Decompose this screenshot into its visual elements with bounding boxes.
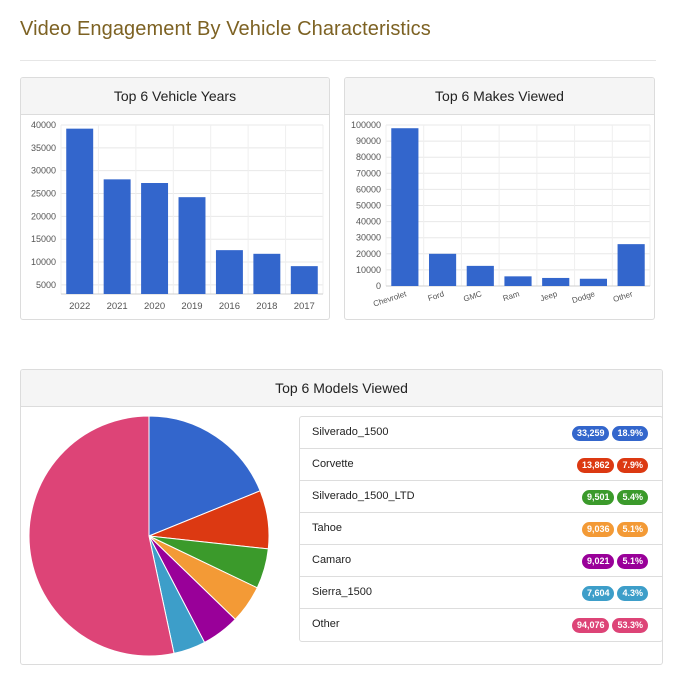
bar: [253, 253, 281, 294]
y-tick-label: 10000: [356, 265, 381, 275]
makes-title: Top 6 Makes Viewed: [345, 78, 654, 115]
percent-badge: 53.3%: [612, 618, 648, 633]
legend-row: Corvette 13,862 7.9%: [300, 449, 662, 481]
y-tick-label: 20000: [356, 249, 381, 259]
bar: [542, 277, 570, 286]
legend-label: Other: [312, 618, 340, 630]
vehicle-years-chart: 5000 10000 15000 20000 25000 30000 35000 40000 2…: [31, 120, 324, 312]
y-tick-label: 90000: [356, 136, 381, 146]
legend-row: Camaro 9,021 5.1%: [300, 545, 662, 577]
y-tick-label: 5000: [36, 280, 56, 290]
count-badge: 9,501: [581, 490, 615, 505]
count-badge: 9,021: [581, 554, 615, 569]
y-tick-label: 0: [376, 281, 381, 291]
y-tick-label: 50000: [356, 201, 381, 211]
models-legend: Silverado_1500 33,259 18.9% Corvette 13,862 7…: [299, 416, 662, 642]
x-tick-label: 2016: [219, 301, 240, 312]
legend-label: Camaro: [312, 554, 352, 566]
legend-row: Silverado_1500_LTD 9,501 5.4%: [300, 481, 662, 513]
x-tick-label: 2020: [144, 301, 165, 312]
bar: [290, 266, 318, 294]
makes-panel: Top 6 Makes Viewed 0 10000 20000 30000 40000…: [344, 77, 655, 320]
page-title: Video Engagement By Vehicle Characterist…: [20, 18, 431, 40]
pie-slice: [148, 415, 261, 537]
percent-badge: 18.9%: [612, 426, 648, 441]
legend-label: Sierra_1500: [312, 586, 372, 598]
percent-badge: 5.1%: [617, 554, 648, 569]
bar: [391, 128, 419, 286]
makes-chart: 0 10000 20000 30000 40000 50000 60000 70000 8000…: [351, 120, 651, 308]
percent-badge: 7.9%: [617, 458, 648, 473]
x-tick-label: 2019: [181, 301, 202, 312]
count-badge: 7,604: [581, 586, 615, 601]
legend-label: Tahoe: [312, 522, 342, 534]
x-tick-label: Chevrolet: [372, 289, 408, 308]
y-tick-label: 80000: [356, 152, 381, 162]
y-tick-label: 15000: [31, 234, 56, 244]
y-tick-label: 30000: [31, 166, 56, 176]
x-tick-label: 2018: [256, 301, 277, 312]
legend-label: Silverado_1500_LTD: [312, 490, 415, 502]
x-tick-label: Jeep: [539, 289, 559, 303]
y-tick-label: 20000: [31, 211, 56, 221]
bar: [215, 250, 243, 294]
bar: [466, 265, 494, 286]
y-tick-label: 35000: [31, 143, 56, 153]
models-pie-chart: [28, 415, 270, 657]
legend-label: Corvette: [312, 458, 354, 470]
bar: [428, 253, 457, 286]
bar: [103, 179, 131, 294]
percent-badge: 5.1%: [617, 522, 648, 537]
count-badge: 9,036: [581, 522, 615, 537]
legend-row: Sierra_1500 7,604 4.3%: [300, 577, 662, 609]
bar: [178, 197, 206, 294]
y-tick-label: 70000: [356, 168, 381, 178]
y-tick-label: 60000: [356, 184, 381, 194]
percent-badge: 5.4%: [617, 490, 648, 505]
x-tick-label: Ford: [427, 289, 445, 303]
bar: [141, 183, 169, 294]
models-title: Top 6 Models Viewed: [21, 370, 662, 407]
count-badge: 94,076: [571, 618, 610, 633]
legend-row: Tahoe 9,036 5.1%: [300, 513, 662, 545]
pie-slice: [28, 415, 175, 657]
count-badge: 33,259: [571, 426, 610, 441]
title-divider: [20, 60, 656, 61]
models-panel: Top 6 Models Viewed Silverado_1500 33,259…: [20, 369, 663, 665]
x-tick-label: Dodge: [571, 289, 597, 305]
y-tick-label: 40000: [31, 120, 56, 130]
vehicle-years-panel: Top 6 Vehicle Years 5000 10000 15000 20000 2…: [20, 77, 330, 320]
x-tick-label: Other: [612, 289, 634, 304]
y-tick-label: 10000: [31, 257, 56, 267]
legend-row: Other 94,076 53.3%: [300, 609, 662, 641]
y-tick-label: 30000: [356, 233, 381, 243]
count-badge: 13,862: [576, 458, 615, 473]
y-tick-label: 25000: [31, 189, 56, 199]
y-tick-label: 40000: [356, 217, 381, 227]
percent-badge: 4.3%: [617, 586, 648, 601]
bar: [617, 244, 645, 286]
vehicle-years-title: Top 6 Vehicle Years: [21, 78, 329, 115]
x-tick-label: GMC: [462, 289, 483, 303]
legend-row: Silverado_1500 33,259 18.9%: [300, 417, 662, 449]
x-tick-label: Ram: [502, 289, 521, 303]
bar: [579, 278, 608, 286]
bar: [66, 128, 94, 294]
x-tick-label: 2022: [69, 301, 90, 312]
legend-label: Silverado_1500: [312, 426, 389, 438]
y-tick-label: 100000: [351, 120, 381, 130]
bar: [504, 276, 532, 286]
x-tick-label: 2021: [107, 301, 128, 312]
x-tick-label: 2017: [294, 301, 315, 312]
